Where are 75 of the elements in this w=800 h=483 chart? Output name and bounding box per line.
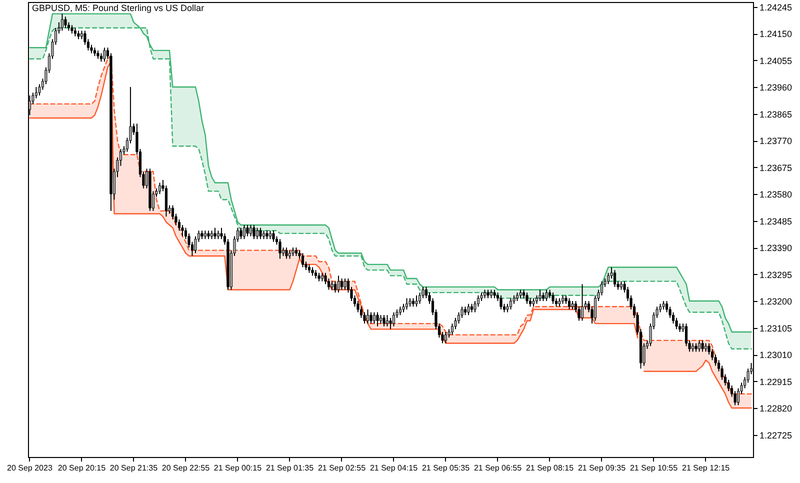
candlestick (545, 289, 548, 302)
candlestick (344, 278, 346, 290)
y-tick-label: 1.23675 (760, 162, 792, 173)
candlestick (340, 278, 344, 290)
candlestick (301, 252, 304, 268)
candlestick (580, 284, 584, 322)
candlestick (214, 227, 216, 240)
candlestick (538, 289, 542, 302)
candlestick (64, 16, 67, 28)
y-tick-label: 1.24245 (760, 2, 792, 12)
y-tick-label: 1.23105 (760, 323, 792, 334)
y-tick-label: 1.22915 (760, 376, 792, 387)
y-tick-label: 1.23010 (760, 350, 792, 360)
candlestick (552, 292, 554, 304)
x-tick-label: 21 Sep 06:55 (474, 464, 522, 472)
candlestick (103, 47, 106, 62)
x-tick-label: 20 Sep 2023 (7, 464, 53, 472)
y-tick-label: 1.23200 (760, 296, 792, 307)
candlestick (386, 314, 389, 327)
candlestick (60, 13, 64, 32)
y-tick-label: 1.22820 (760, 404, 792, 414)
candlestick (337, 275, 340, 294)
candlestick (405, 298, 408, 310)
x-tick-label: 20 Sep 21:35 (110, 464, 158, 472)
candlestick (252, 224, 256, 240)
x-tick-label: 21 Sep 12:15 (682, 464, 730, 472)
candlestick (568, 298, 571, 310)
candlestick (613, 270, 616, 288)
candlestick (370, 312, 372, 324)
candlestick (382, 314, 386, 327)
y-tick-label: 1.23865 (760, 109, 792, 120)
chart-title: GBPUSD, M5: Pound Sterling vs US Dollar (32, 3, 204, 13)
candlestick (158, 182, 162, 195)
y-tick-label: 1.24150 (760, 29, 792, 40)
candlestick (389, 317, 392, 330)
candlestick (376, 312, 379, 327)
y-tick-label: 1.22725 (760, 430, 792, 440)
x-tick-label: 21 Sep 10:55 (630, 464, 678, 472)
candlestick (526, 292, 528, 304)
candlestick (392, 312, 396, 327)
candlestick (272, 230, 275, 242)
candlestick (249, 224, 252, 237)
candlestick (500, 294, 502, 310)
candlestick (256, 227, 259, 240)
candlestick (278, 238, 282, 260)
x-tick-label: 21 Sep 02:55 (318, 464, 366, 472)
candlestick (509, 298, 512, 310)
x-tick-label: 21 Sep 00:15 (214, 464, 262, 472)
y-tick-label: 1.23960 (760, 82, 792, 93)
candlestick (285, 247, 288, 260)
y-tick-label: 1.23485 (760, 216, 792, 226)
candlestick (240, 227, 242, 240)
candlestick (415, 294, 418, 308)
candlestick (334, 280, 337, 294)
candlestick (444, 331, 448, 344)
x-tick-label: 21 Sep 01:35 (266, 464, 314, 472)
candlestick (246, 224, 249, 237)
y-tick-label: 1.23390 (760, 243, 792, 254)
candlestick (372, 312, 376, 324)
y-tick-label: 1.23580 (760, 190, 792, 200)
x-tick-label: 20 Sep 20:15 (58, 464, 106, 472)
x-tick-label: 21 Sep 04:15 (370, 464, 418, 472)
y-tick-label: 1.23295 (760, 270, 792, 280)
x-tick-label: 21 Sep 08:15 (526, 464, 574, 472)
candlestick (467, 303, 470, 316)
candlestick (259, 227, 262, 240)
x-tick-label: 21 Sep 09:35 (578, 464, 626, 472)
y-tick-label: 1.23770 (760, 136, 792, 146)
candlestick (366, 308, 370, 324)
x-tick-label: 21 Sep 05:35 (422, 464, 470, 472)
candlestick (242, 224, 246, 240)
candlestick (701, 340, 704, 352)
x-tick-label: 20 Sep 22:55 (162, 464, 210, 472)
y-tick-label: 1.24055 (760, 56, 792, 66)
candlestick (698, 340, 701, 352)
